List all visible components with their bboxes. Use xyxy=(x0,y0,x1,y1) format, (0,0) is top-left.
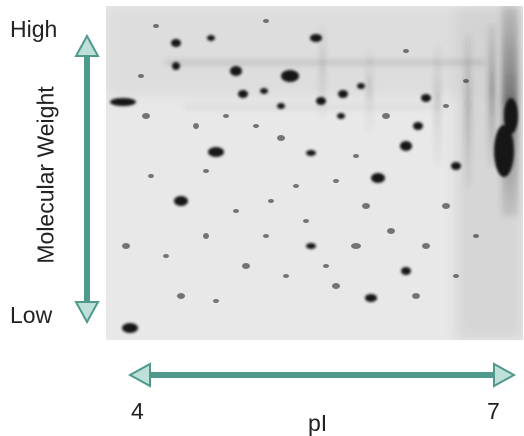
x-axis-double-arrow xyxy=(128,362,516,388)
protein-spots xyxy=(110,19,518,333)
y-axis-high-label: High xyxy=(10,16,58,42)
y-axis-low-label: Low xyxy=(10,302,53,328)
y-axis-title: Molecular Weight xyxy=(32,86,59,264)
gel-image xyxy=(106,6,523,340)
x-axis-min-label: 4 xyxy=(131,398,144,424)
x-axis-title: pI xyxy=(308,410,328,436)
y-axis-double-arrow xyxy=(74,34,100,324)
x-axis-max-label: 7 xyxy=(487,398,500,424)
